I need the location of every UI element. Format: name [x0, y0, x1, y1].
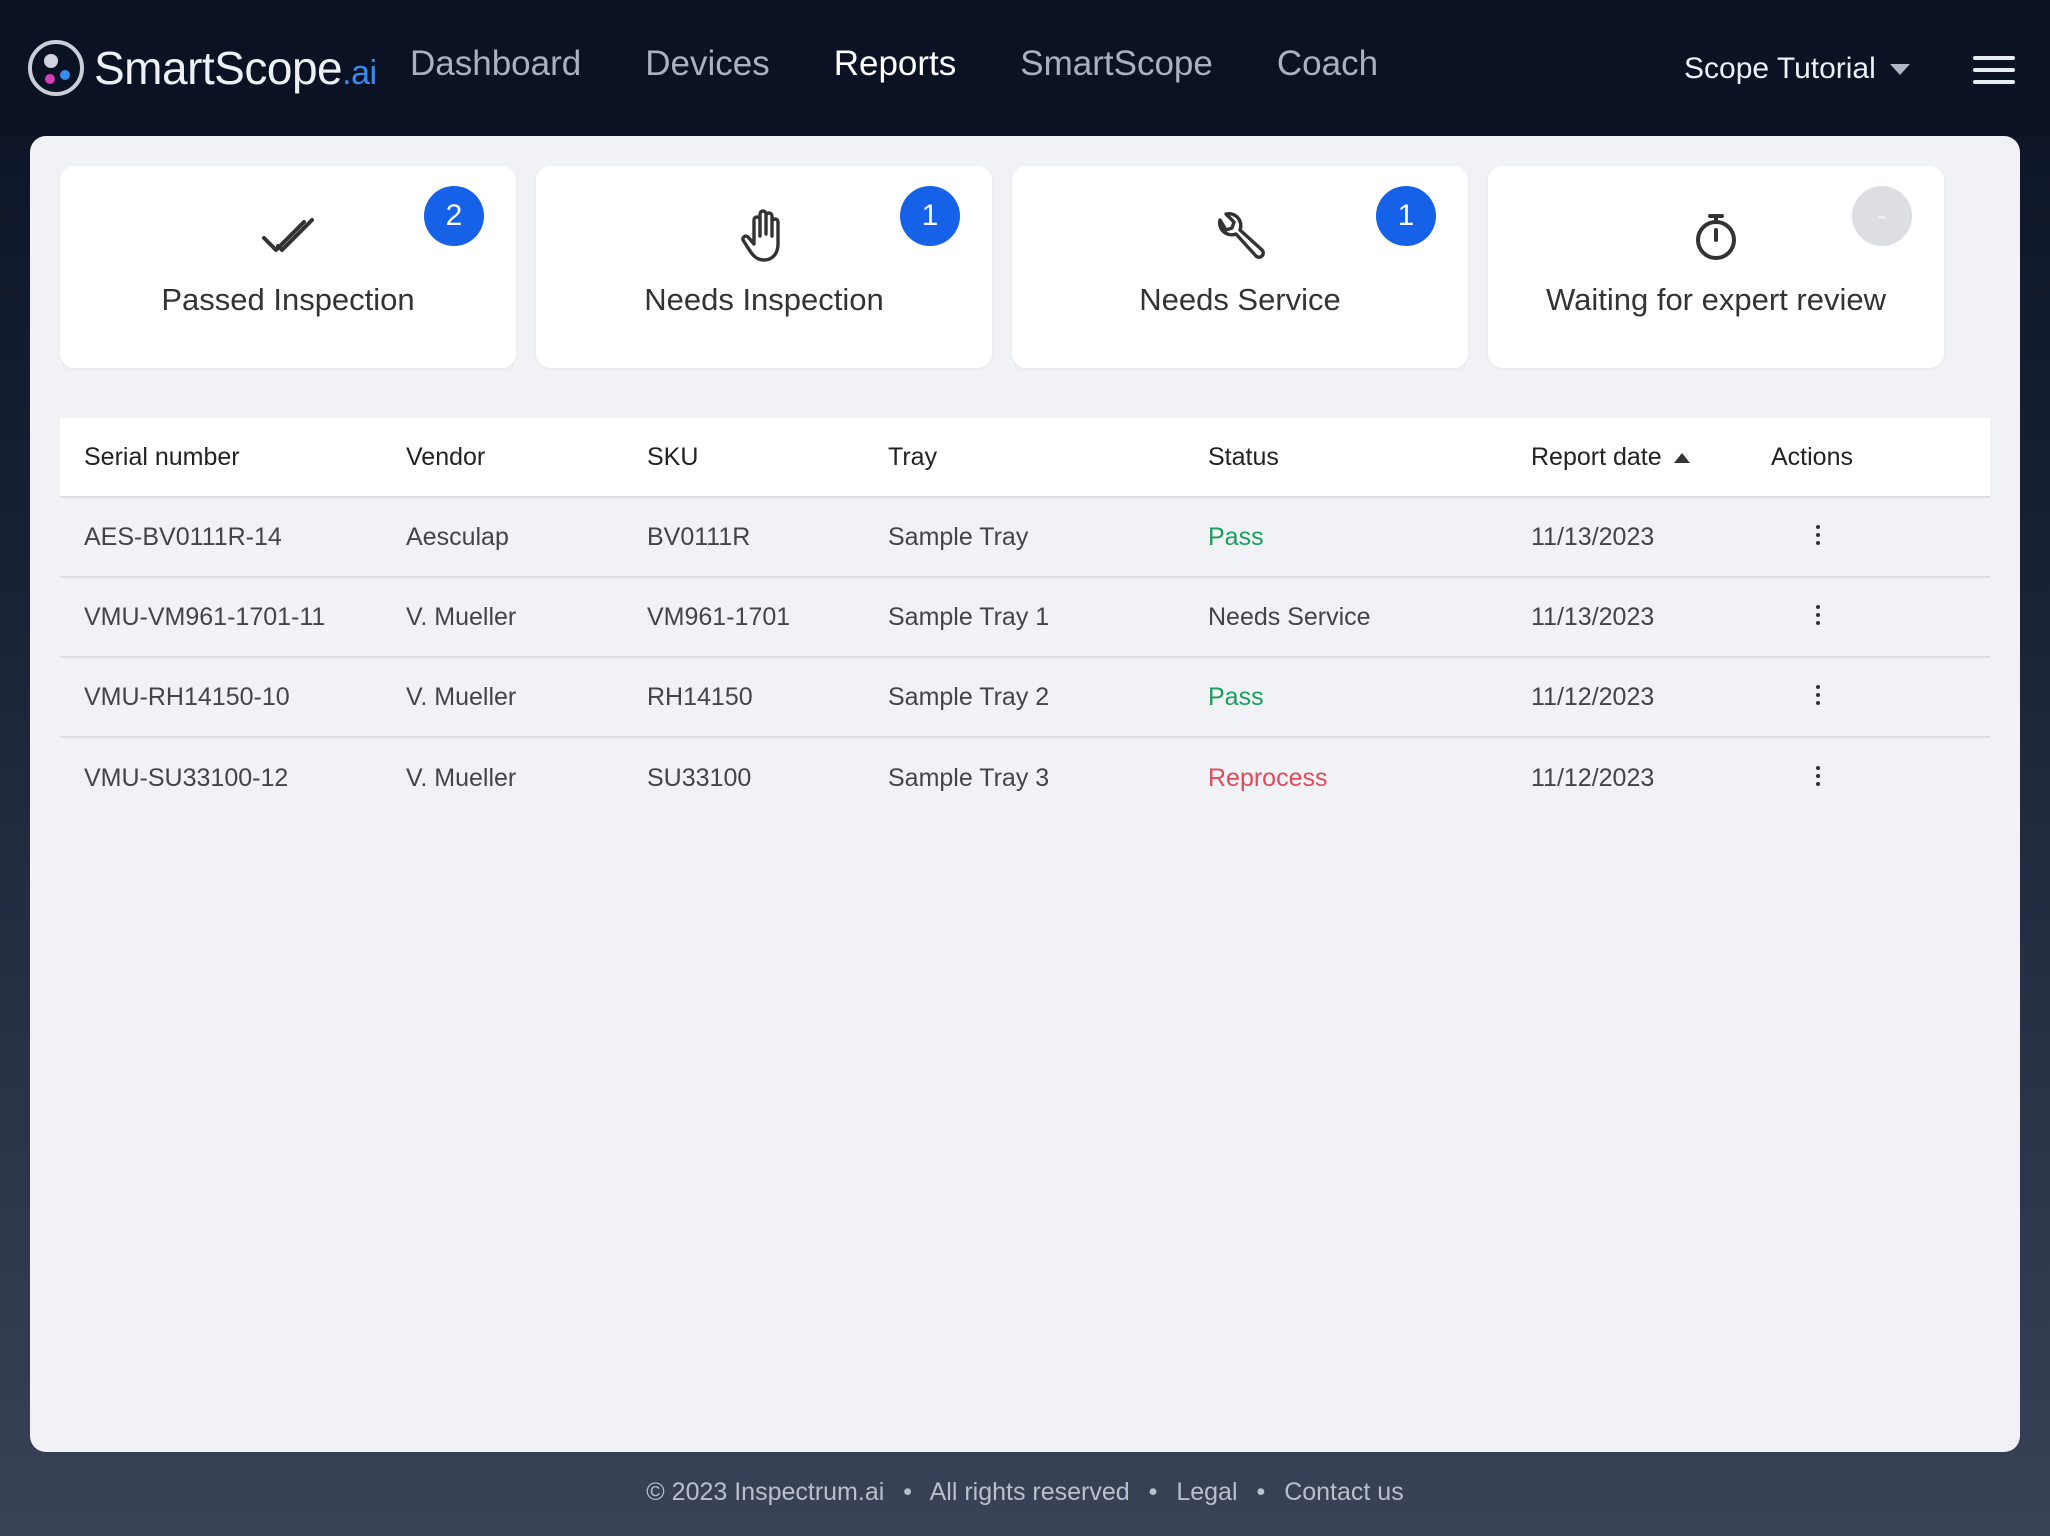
table-row[interactable]: VMU-SU33100-12 V. Mueller SU33100 Sample…: [60, 738, 1990, 818]
col-report-date[interactable]: Report date: [1531, 443, 1690, 472]
count-badge: 2: [424, 186, 484, 246]
table-row[interactable]: AES-BV0111R-14 Aesculap BV0111R Sample T…: [60, 498, 1990, 578]
card-label: Waiting for expert review: [1546, 282, 1886, 317]
main-nav: Dashboard Devices Reports SmartScope Coa…: [410, 44, 1442, 84]
date-cell: 11/12/2023: [1531, 763, 1655, 792]
logo-text: SmartScope.ai: [94, 42, 377, 94]
footer-rights: All rights reserved: [929, 1478, 1130, 1506]
sku-cell: RH14150: [647, 682, 753, 711]
nav-reports[interactable]: Reports: [833, 44, 957, 83]
count-badge: 1: [900, 186, 960, 246]
footer: © 2023 Inspectrum.ai • All rights reserv…: [0, 1478, 2050, 1507]
count-badge: 1: [1376, 186, 1436, 246]
nav-smartscope[interactable]: SmartScope: [1020, 44, 1213, 83]
col-serial-number[interactable]: Serial number: [84, 442, 240, 471]
footer-copyright: © 2023 Inspectrum.ai: [646, 1478, 885, 1506]
col-vendor[interactable]: Vendor: [406, 442, 486, 471]
nav-dashboard[interactable]: Dashboard: [410, 44, 582, 83]
double-check-icon: [262, 218, 314, 252]
tray-cell: Sample Tray 1: [888, 602, 1050, 631]
serial-cell: VMU-SU33100-12: [84, 763, 289, 792]
sort-ascending-icon: [1673, 452, 1690, 463]
vendor-cell: V. Mueller: [406, 682, 517, 711]
status-cell: Pass: [1208, 522, 1264, 551]
serial-cell: AES-BV0111R-14: [84, 522, 282, 551]
vendor-cell: V. Mueller: [406, 763, 517, 792]
serial-cell: VMU-RH14150-10: [84, 682, 290, 711]
kebab-menu-icon[interactable]: [1814, 525, 1822, 549]
col-tray[interactable]: Tray: [888, 442, 938, 471]
tray-cell: Sample Tray: [888, 522, 1029, 551]
card-needs-inspection[interactable]: Needs Inspection 1: [536, 166, 992, 368]
card-label: Needs Service: [1139, 282, 1341, 317]
tray-cell: Sample Tray 3: [888, 763, 1050, 792]
stopwatch-icon: [1696, 214, 1736, 260]
count-badge: -: [1852, 186, 1912, 246]
status-cards: Passed Inspection 2 Needs Inspection 1 N…: [60, 166, 1964, 368]
kebab-menu-icon[interactable]: [1814, 605, 1822, 629]
date-cell: 11/13/2023: [1531, 522, 1655, 551]
date-cell: 11/12/2023: [1531, 682, 1655, 711]
footer-legal-link[interactable]: Legal: [1176, 1478, 1238, 1506]
logo-mark-icon: [28, 40, 84, 96]
date-cell: 11/13/2023: [1531, 602, 1655, 631]
card-label: Passed Inspection: [161, 282, 415, 317]
reports-table: Serial number Vendor SKU Tray Status Rep…: [60, 418, 1990, 818]
nav-devices[interactable]: Devices: [645, 44, 770, 83]
nav-coach[interactable]: Coach: [1276, 44, 1379, 83]
hamburger-menu-icon[interactable]: [1973, 56, 2015, 84]
card-label: Needs Inspection: [644, 282, 884, 317]
wrench-icon: [1217, 211, 1265, 259]
hand-icon: [741, 209, 780, 262]
main-panel: Passed Inspection 2 Needs Inspection 1 N…: [30, 136, 2020, 1452]
kebab-menu-icon[interactable]: [1814, 685, 1822, 709]
status-cell: Reprocess: [1208, 763, 1328, 792]
tray-cell: Sample Tray 2: [888, 682, 1050, 711]
card-needs-service[interactable]: Needs Service 1: [1012, 166, 1468, 368]
account-dropdown[interactable]: Scope Tutorial: [1684, 52, 1910, 86]
sku-cell: SU33100: [647, 763, 752, 792]
footer-contact-link[interactable]: Contact us: [1284, 1478, 1404, 1506]
col-actions: Actions: [1771, 442, 1853, 471]
sku-cell: BV0111R: [647, 522, 751, 551]
table-header: Serial number Vendor SKU Tray Status Rep…: [60, 418, 1990, 498]
serial-cell: VMU-VM961-1701-11: [84, 602, 326, 631]
footer-separator: •: [903, 1478, 913, 1506]
card-waiting-expert-review[interactable]: Waiting for expert review -: [1488, 166, 1944, 368]
status-cell: Pass: [1208, 682, 1264, 711]
table-row[interactable]: VMU-VM961-1701-11 V. Mueller VM961-1701 …: [60, 578, 1990, 658]
top-nav-bar: SmartScope.ai Dashboard Devices Reports …: [0, 0, 2050, 136]
footer-separator: •: [1148, 1478, 1158, 1506]
account-label: Scope Tutorial: [1684, 52, 1876, 85]
status-cell: Needs Service: [1208, 602, 1371, 631]
col-sku[interactable]: SKU: [647, 442, 699, 471]
table-row[interactable]: VMU-RH14150-10 V. Mueller RH14150 Sample…: [60, 658, 1990, 738]
sku-cell: VM961-1701: [647, 602, 791, 631]
vendor-cell: Aesculap: [406, 522, 509, 551]
card-passed-inspection[interactable]: Passed Inspection 2: [60, 166, 516, 368]
caret-down-icon: [1889, 63, 1910, 75]
kebab-menu-icon[interactable]: [1814, 766, 1822, 790]
footer-separator: •: [1256, 1478, 1266, 1506]
col-status[interactable]: Status: [1208, 442, 1279, 471]
vendor-cell: V. Mueller: [406, 602, 517, 631]
logo[interactable]: SmartScope.ai: [28, 38, 377, 98]
